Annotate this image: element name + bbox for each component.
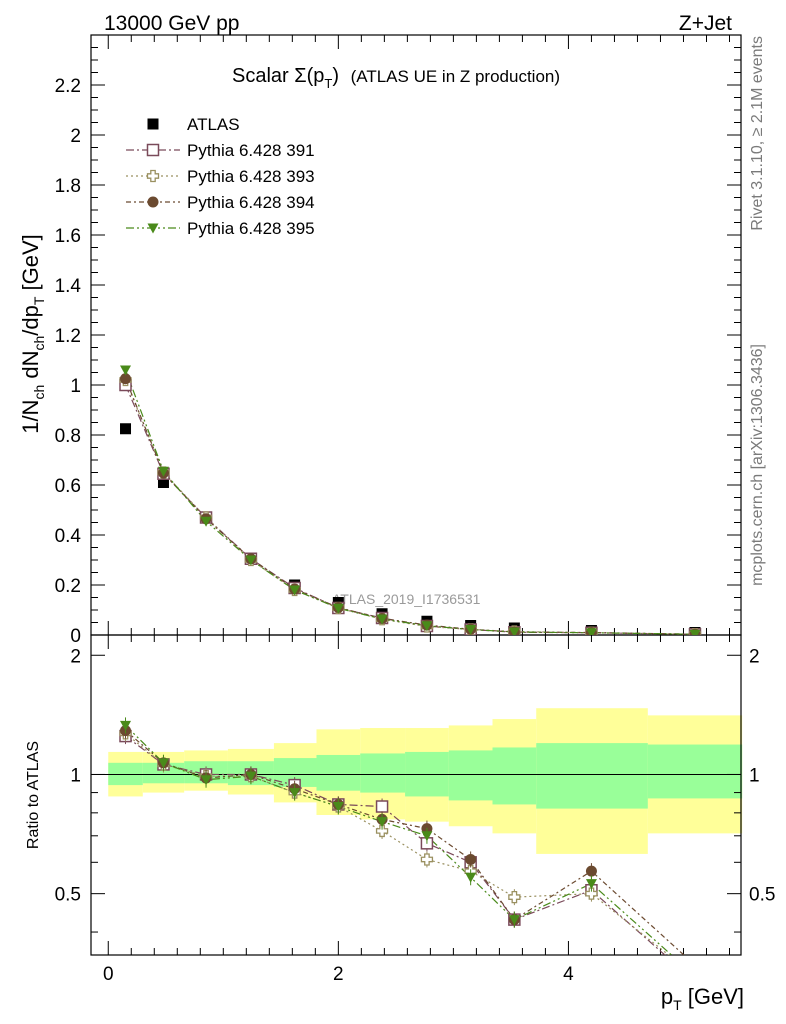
data-point — [146, 143, 160, 157]
ratio-tick-label: 0.5 — [55, 885, 81, 906]
legend-label: Pythia 6.428 395 — [187, 219, 315, 238]
band-green — [316, 754, 361, 791]
data-point — [465, 872, 477, 883]
analysis-watermark: ATLAS_2019_I1736531 — [332, 591, 481, 607]
ratio-line — [125, 724, 673, 955]
y-tick-label: 2.2 — [55, 76, 81, 97]
mcplots-label: mcplots.cern.ch [arXiv:1306.3436] — [749, 344, 766, 586]
x-axis-label: pT [GeV] — [661, 984, 744, 1013]
y-tick-label: 0 — [70, 626, 81, 647]
y-tick-label: 1.8 — [55, 176, 81, 197]
data-point — [375, 800, 389, 813]
x-tick-label: 0 — [103, 964, 114, 985]
data-point — [157, 466, 169, 477]
legend-label: Pythia 6.428 394 — [187, 193, 315, 212]
data-point — [146, 169, 160, 183]
data-point — [689, 971, 700, 981]
data-point — [689, 970, 700, 981]
data-point — [376, 614, 388, 625]
ratio-tick-label: 0.5 — [749, 885, 775, 906]
data-point — [585, 865, 597, 877]
data-point — [420, 853, 434, 866]
y-tick-label: 1.2 — [55, 326, 81, 347]
ratio-panel-frame — [90, 634, 742, 956]
data-point — [245, 555, 257, 566]
legend-label: Pythia 6.428 391 — [187, 141, 315, 160]
y-tick-label: 0.6 — [55, 476, 81, 497]
y-tick-label: 1.6 — [55, 226, 81, 247]
y-tick-label: 0.4 — [55, 526, 82, 547]
band-green — [448, 750, 493, 801]
data-point — [120, 720, 132, 731]
ratio-tick-label: 2 — [749, 646, 760, 667]
y-tick-label: 1 — [70, 376, 81, 397]
data-point — [689, 629, 701, 635]
data-point — [147, 118, 159, 130]
data-point — [585, 887, 598, 900]
data-point — [157, 758, 169, 769]
band-green — [536, 743, 648, 809]
legend: ATLAS Pythia 6.428 391 Pythia 6.428 393 Pyt… — [126, 115, 315, 238]
data-point — [200, 775, 212, 786]
data-point — [147, 223, 159, 234]
data-point — [120, 365, 132, 376]
band-green — [142, 762, 185, 784]
data-point — [585, 879, 597, 890]
y-tick-label: 0.8 — [55, 426, 81, 447]
data-point — [245, 771, 257, 782]
data-point — [421, 831, 433, 842]
data-point — [376, 817, 388, 828]
main-series — [119, 365, 702, 635]
title-close: ) — [332, 65, 339, 87]
data-point — [585, 628, 597, 635]
ratio-tick-label: 1 — [749, 765, 760, 786]
ratio-tick-label: 2 — [70, 646, 81, 667]
data-point — [120, 423, 132, 435]
data-point — [421, 621, 433, 632]
ratio-line — [125, 732, 670, 955]
band-green — [492, 747, 537, 805]
series-line — [124, 378, 695, 635]
x-tick-label: 2 — [333, 964, 344, 985]
data-point — [508, 627, 520, 635]
x-tick-label: 4 — [563, 964, 574, 985]
band-green — [360, 753, 406, 793]
data-point — [157, 477, 169, 488]
data-point — [375, 824, 389, 838]
y-tick-label: 1.4 — [55, 276, 82, 297]
y-tick-label: 0.2 — [55, 576, 81, 597]
ratio-line — [125, 735, 666, 955]
title-rest: (ATLAS UE in Z production) — [351, 67, 560, 86]
axis-ticks: 00.20.40.60.811.21.41.61.822.20 2 40.5 0.51… — [55, 34, 775, 985]
legend-label: Pythia 6.428 393 — [187, 167, 315, 186]
header-right: Z+Jet — [679, 12, 732, 35]
data-point — [289, 585, 301, 596]
data-point — [689, 960, 700, 971]
data-point — [120, 373, 132, 385]
data-point — [200, 516, 212, 527]
title-sub: T — [324, 76, 332, 91]
data-point — [508, 915, 520, 926]
data-point — [465, 625, 477, 635]
chart-title: Scalar Σ(pT) (ATLAS UE in Z production) — [232, 65, 560, 91]
ratio-series — [119, 717, 700, 981]
ratio-y-axis-label: Ratio to ATLAS — [25, 741, 42, 849]
y-axis-label: 1/Nch dNch/dpT [GeV] — [18, 234, 47, 434]
data-point — [465, 853, 477, 865]
title-main: Scalar Σ(p — [232, 65, 324, 87]
legend-label: ATLAS — [187, 115, 240, 134]
y-tick-label: 2 — [70, 126, 81, 147]
ratio-line — [125, 730, 685, 955]
header-left: 13000 GeV pp — [104, 12, 239, 35]
rivet-label: Rivet 3.1.10, ≥ 2.1M events — [749, 36, 766, 231]
ratio-tick-label: 1 — [70, 765, 81, 786]
data-point — [332, 603, 344, 614]
data-point — [508, 890, 521, 904]
data-point — [147, 196, 159, 208]
band-green — [647, 744, 743, 799]
data-point — [332, 802, 344, 813]
data-point — [289, 788, 301, 799]
